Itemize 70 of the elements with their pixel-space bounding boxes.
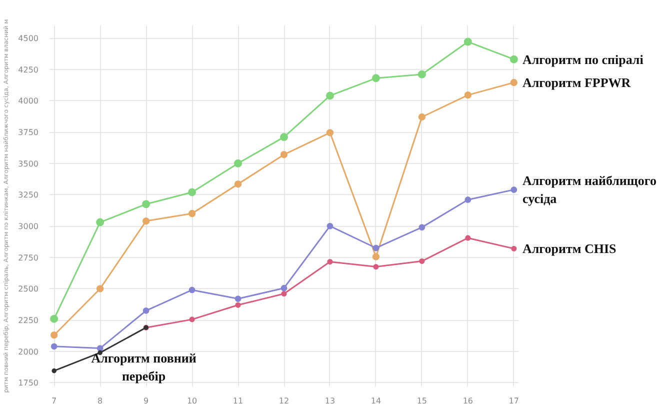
point: [50, 314, 58, 323]
point: [189, 316, 195, 322]
point: [188, 188, 196, 196]
point: [510, 186, 518, 193]
point: [418, 113, 426, 121]
point: [50, 332, 58, 339]
x-tick-label: 15: [416, 396, 428, 406]
point: [235, 302, 241, 308]
x-tick-label: 9: [144, 396, 149, 406]
point: [464, 196, 472, 203]
point: [188, 286, 196, 294]
point: [326, 129, 334, 136]
point: [142, 217, 150, 225]
point: [418, 224, 426, 231]
y-tick-label: 3250: [18, 190, 38, 200]
point: [373, 264, 379, 270]
point: [464, 91, 472, 99]
y-tick-label: 1750: [18, 378, 38, 388]
point: [418, 70, 426, 78]
point: [327, 258, 333, 265]
x-tick-label: 12: [278, 396, 290, 406]
point: [142, 307, 150, 314]
x-tick-label: 16: [462, 396, 474, 406]
point: [280, 151, 288, 158]
point: [419, 258, 425, 264]
series-label: Алгоритм повний перебір: [91, 350, 197, 384]
y-tick-label: 3500: [18, 159, 38, 168]
y-tick-label: 2000: [18, 347, 38, 356]
point: [234, 180, 242, 188]
point: [52, 368, 56, 374]
point: [96, 218, 104, 226]
y-tick-label: 2750: [18, 253, 38, 262]
x-tick-label: 17: [508, 396, 519, 406]
point: [510, 55, 518, 64]
point: [465, 235, 471, 241]
y-tick-label: 4000: [18, 96, 38, 106]
y-tick-label: 2500: [18, 284, 38, 294]
point: [234, 159, 242, 168]
point: [234, 296, 242, 302]
point: [326, 92, 334, 100]
point: [280, 133, 288, 142]
y-tick-label: 4250: [18, 65, 38, 74]
point: [372, 74, 380, 82]
x-tick-label: 10: [186, 396, 198, 406]
y-tick-label: 3000: [18, 222, 38, 232]
series-label: Алгоритм FPPWR: [522, 75, 632, 90]
point: [464, 38, 472, 46]
point: [96, 345, 104, 352]
x-tick-label: 14: [370, 396, 382, 406]
point: [96, 285, 104, 292]
point: [281, 290, 287, 297]
series-label: Алгоритм найблищого сусіда: [522, 173, 656, 206]
point: [372, 244, 380, 252]
point: [372, 253, 380, 260]
y-tick-label: 4500: [18, 34, 38, 44]
x-tick-label: 8: [98, 396, 103, 406]
series-label: Алгоритм CHIS: [522, 241, 616, 256]
point: [188, 210, 196, 218]
point: [326, 222, 334, 230]
x-tick-label: 11: [232, 396, 244, 406]
x-tick-label: 7: [52, 396, 57, 406]
point: [50, 343, 58, 350]
y-tick-label: 2250: [18, 316, 38, 326]
point: [142, 200, 150, 208]
series-label: Алгоритм по спіралі: [522, 52, 644, 67]
x-tick-label: 13: [324, 396, 336, 406]
point: [510, 78, 518, 86]
y-tick-label: 3750: [18, 128, 38, 138]
point: [280, 284, 288, 292]
point: [511, 246, 517, 252]
